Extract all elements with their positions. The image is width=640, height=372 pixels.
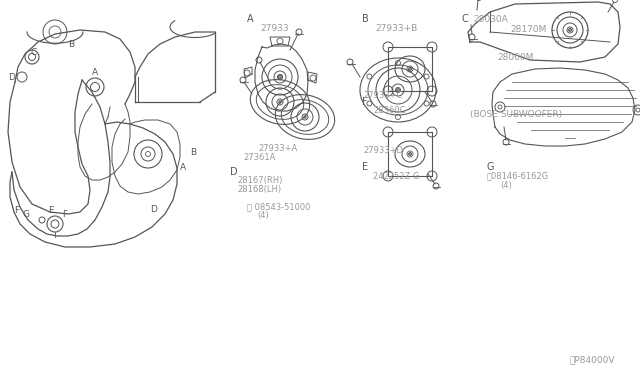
Circle shape [278, 74, 282, 80]
Text: 28060M: 28060M [497, 52, 533, 61]
Text: 28360C: 28360C [373, 106, 406, 115]
Text: G: G [487, 162, 495, 172]
Text: 28168(LH): 28168(LH) [237, 185, 281, 193]
Text: B: B [68, 39, 74, 48]
Text: G: G [22, 209, 29, 218]
Text: Ⓝ 08543-51000: Ⓝ 08543-51000 [247, 202, 310, 212]
Text: (4): (4) [500, 180, 512, 189]
Text: 27361A: 27361A [243, 153, 275, 161]
Text: D: D [230, 167, 237, 177]
Text: 〈P84000V: 〈P84000V [570, 356, 616, 365]
Text: D: D [150, 205, 157, 214]
Text: 242252Z G: 242252Z G [373, 171, 419, 180]
Circle shape [279, 101, 281, 103]
Text: B: B [362, 14, 369, 24]
Text: (4): (4) [257, 211, 269, 219]
Text: A: A [247, 14, 253, 24]
Text: F: F [362, 97, 367, 107]
Text: 28167(RH): 28167(RH) [237, 176, 282, 185]
Text: 28030A: 28030A [473, 15, 508, 23]
Text: F: F [62, 209, 67, 218]
Text: F: F [14, 205, 19, 215]
Circle shape [396, 87, 401, 93]
Text: (BOSE SUBWOOFER): (BOSE SUBWOOFER) [470, 109, 562, 119]
Text: E: E [48, 205, 54, 215]
Text: C: C [30, 48, 36, 57]
Text: 27933+C: 27933+C [363, 90, 403, 99]
Text: A: A [180, 163, 186, 171]
Text: Ⓑ08146-6162G: Ⓑ08146-6162G [487, 171, 549, 180]
Text: D: D [8, 73, 15, 81]
Text: 27933: 27933 [260, 23, 289, 32]
Text: C: C [462, 14, 468, 24]
Text: 27933+A: 27933+A [258, 144, 297, 153]
Text: 27933+B: 27933+B [375, 23, 417, 32]
Text: A: A [92, 67, 98, 77]
Text: 27933+D: 27933+D [363, 145, 403, 154]
Circle shape [304, 116, 306, 118]
Circle shape [408, 67, 412, 71]
Text: E: E [362, 162, 368, 172]
Text: 28170M: 28170M [510, 25, 547, 33]
Text: B: B [190, 148, 196, 157]
Circle shape [568, 29, 572, 32]
Circle shape [408, 153, 412, 155]
